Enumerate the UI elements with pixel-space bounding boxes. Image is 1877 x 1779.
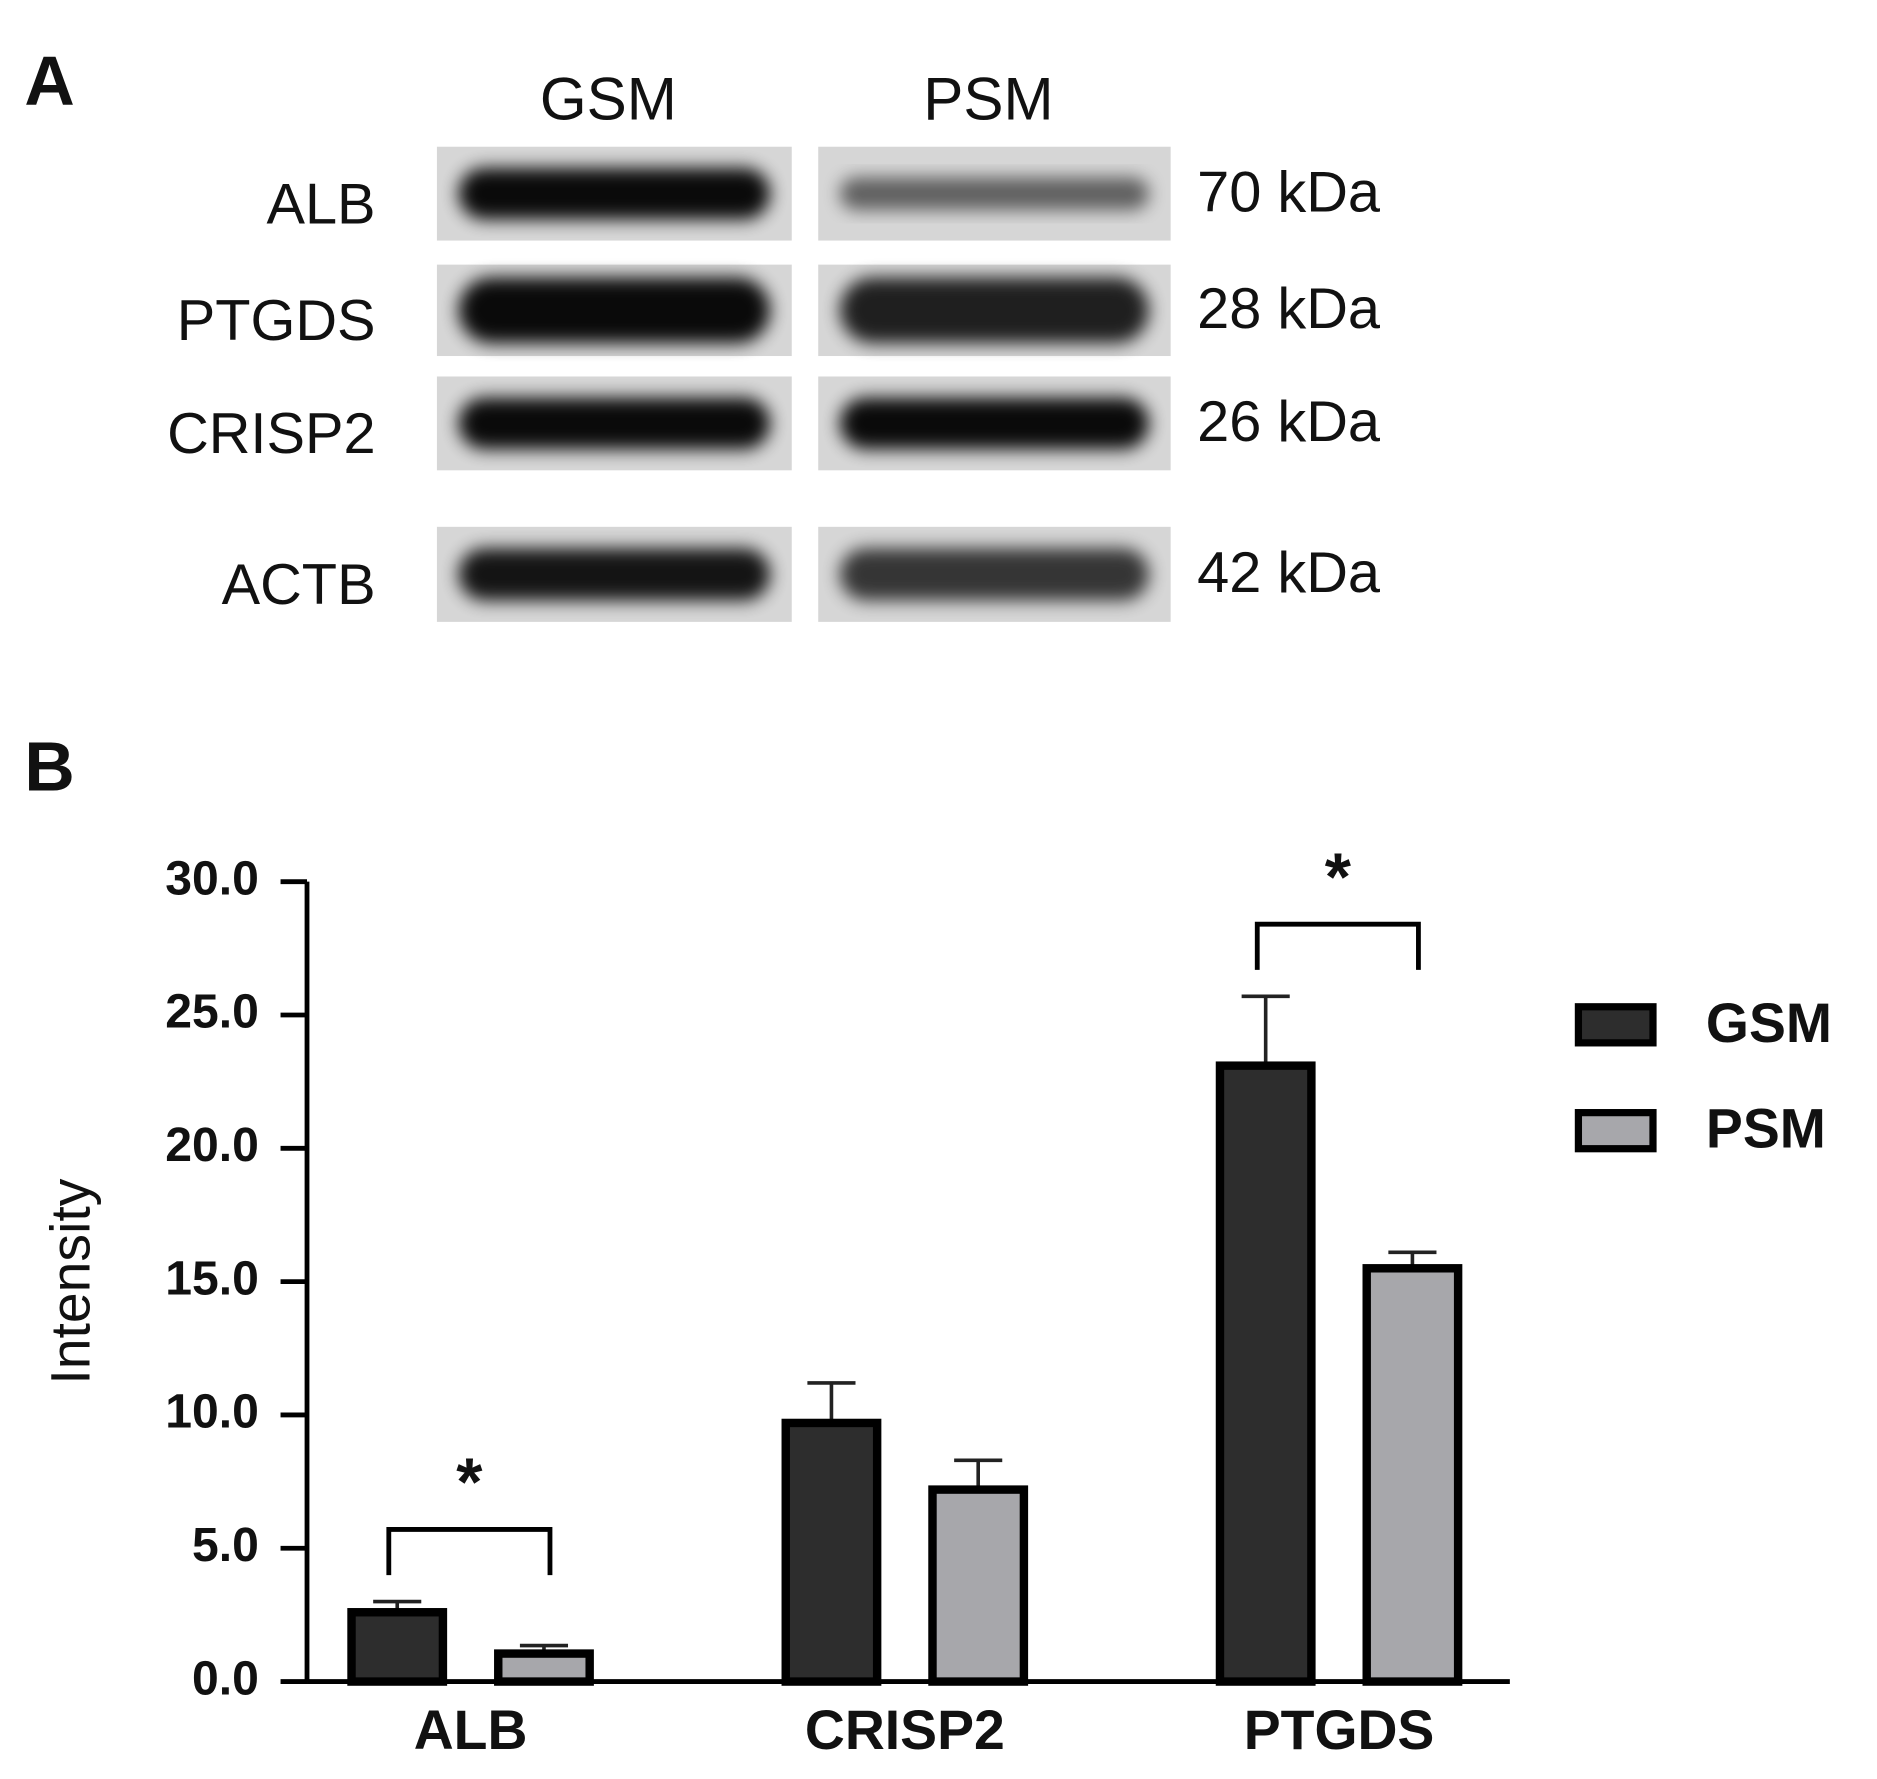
- significance-label: *: [456, 1445, 483, 1520]
- y-tick-label: 25.0: [165, 985, 259, 1039]
- column-label: PSM: [923, 65, 1053, 132]
- column-label: GSM: [540, 65, 677, 132]
- protein-label: ALB: [266, 172, 375, 236]
- x-tick-label: CRISP2: [805, 1699, 1005, 1761]
- panel-label: A: [24, 42, 74, 120]
- bar: [494, 1649, 594, 1686]
- blot-band: [458, 548, 771, 601]
- legend-label: PSM: [1706, 1098, 1826, 1160]
- bar-chart: B Intensity 0.0 5.0 10.0 15.0 20.0 25.0 30.0 ALB C…: [24, 728, 1832, 1761]
- bar: [1215, 1061, 1316, 1686]
- blot-band: [839, 397, 1149, 450]
- size-label: 42 kDa: [1197, 541, 1381, 605]
- y-tick-label: 20.0: [165, 1118, 259, 1172]
- y-tick-label: 30.0: [165, 851, 259, 905]
- protein-label: CRISP2: [167, 402, 375, 466]
- protein-label: ACTB: [222, 553, 376, 617]
- legend-label: GSM: [1706, 992, 1832, 1054]
- blot-band: [458, 167, 771, 220]
- y-axis-label: Intensity: [39, 1178, 101, 1384]
- blot-band: [839, 548, 1149, 601]
- legend-swatch: [1574, 1003, 1657, 1047]
- significance-label: *: [1325, 840, 1352, 915]
- significance-bracket: [386, 1527, 553, 1576]
- significance-bracket: [1254, 921, 1421, 970]
- bar: [928, 1485, 1029, 1686]
- bar: [347, 1608, 448, 1686]
- x-tick-label: PTGDS: [1244, 1699, 1435, 1761]
- size-label: 26 kDa: [1197, 390, 1381, 454]
- western-blot: GSM PSM ALB 70 kDa PTGDS 28 kDa CRISP2 26 kDa AC…: [167, 65, 1381, 622]
- blot-band: [839, 277, 1149, 344]
- blot-band: [458, 277, 771, 344]
- blot-band: [458, 397, 771, 450]
- size-label: 28 kDa: [1197, 277, 1381, 341]
- blot-band: [839, 177, 1149, 211]
- protein-label: PTGDS: [177, 289, 376, 353]
- x-tick-label: ALB: [414, 1699, 528, 1761]
- y-tick-label: 0.0: [192, 1651, 259, 1705]
- bar: [781, 1418, 882, 1686]
- y-tick-label: 15.0: [165, 1251, 259, 1305]
- legend-swatch: [1574, 1109, 1657, 1153]
- panel-label: B: [24, 728, 74, 806]
- bar: [1362, 1264, 1463, 1686]
- size-label: 70 kDa: [1197, 160, 1381, 224]
- y-tick-label: 5.0: [192, 1518, 259, 1572]
- y-tick-label: 10.0: [165, 1385, 259, 1439]
